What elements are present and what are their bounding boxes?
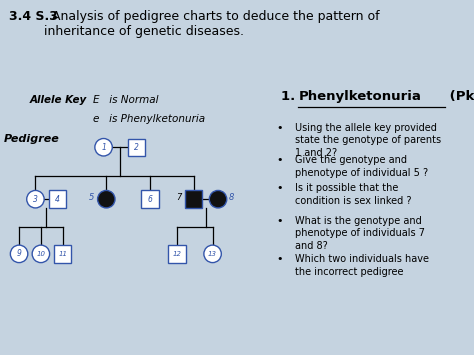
Text: Pedigree: Pedigree [4, 134, 60, 144]
Bar [54, 245, 72, 263]
Bar [141, 190, 159, 208]
Circle shape [204, 245, 221, 263]
Text: 13: 13 [208, 251, 217, 257]
Text: •: • [276, 122, 283, 133]
Text: 9: 9 [17, 249, 21, 258]
Text: Give the genotype and
phenotype of individual 5 ?: Give the genotype and phenotype of indiv… [295, 155, 428, 178]
Circle shape [10, 245, 28, 263]
Text: 8: 8 [229, 193, 234, 202]
Text: Analysis of pedigree charts to deduce the pattern of
inheritance of genetic dise: Analysis of pedigree charts to deduce th… [44, 10, 380, 38]
Circle shape [95, 138, 112, 156]
Text: Is it possible that the
condition is sex linked ?: Is it possible that the condition is sex… [295, 183, 411, 206]
Text: 1.: 1. [281, 90, 300, 103]
Circle shape [32, 245, 50, 263]
Text: Phenylketonuria: Phenylketonuria [299, 90, 421, 103]
Text: 7: 7 [176, 193, 181, 202]
Bar [168, 245, 186, 263]
Text: 5: 5 [89, 193, 94, 202]
Text: 11: 11 [58, 251, 67, 257]
Circle shape [27, 190, 44, 208]
Bar [48, 190, 66, 208]
Text: 3.4 S.3: 3.4 S.3 [9, 10, 57, 23]
Text: •: • [276, 155, 283, 165]
Text: (Pku): (Pku) [445, 90, 474, 103]
Bar [185, 190, 202, 208]
Text: Which two individuals have
the incorrect pedigree: Which two individuals have the incorrect… [295, 254, 428, 277]
Text: 2: 2 [134, 143, 139, 152]
Text: 10: 10 [36, 251, 46, 257]
Text: 6: 6 [147, 195, 152, 204]
Text: What is the genotype and
phenotype of individuals 7
and 8?: What is the genotype and phenotype of in… [295, 215, 425, 251]
Text: e   is Phenylketonuria: e is Phenylketonuria [92, 114, 205, 125]
Text: 12: 12 [173, 251, 182, 257]
Circle shape [210, 190, 227, 208]
Circle shape [98, 190, 115, 208]
Bar [128, 138, 145, 156]
Text: •: • [276, 215, 283, 225]
Text: Allele Key: Allele Key [30, 95, 87, 105]
Text: •: • [276, 183, 283, 193]
Text: Using the allele key provided
state the genotype of parents
1 and 2?: Using the allele key provided state the … [295, 122, 441, 158]
Text: 4: 4 [55, 195, 60, 204]
Text: 1: 1 [101, 143, 106, 152]
Text: E   is Normal: E is Normal [92, 95, 158, 105]
Text: 3: 3 [33, 195, 38, 204]
Text: •: • [276, 254, 283, 264]
